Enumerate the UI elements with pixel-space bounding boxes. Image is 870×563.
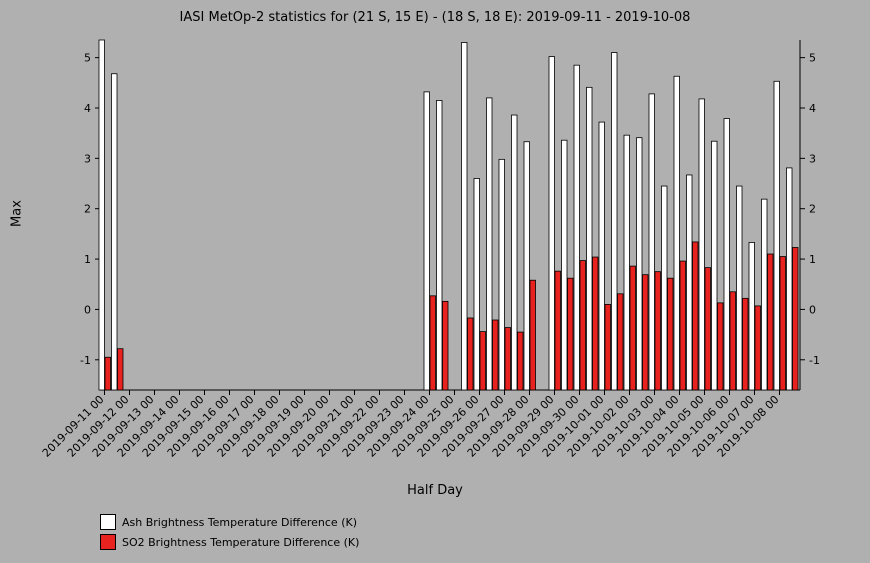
bar-ash [711, 140, 718, 391]
bar-so2 [554, 270, 561, 391]
bar-ash [648, 93, 655, 391]
y-tick-label-right: -1 [809, 354, 820, 367]
x-axis-label: Half Day [407, 483, 463, 498]
y-tick-label-left: 2 [84, 203, 91, 216]
bar-ash [473, 178, 480, 391]
bar-ash [573, 64, 580, 391]
bar-ash [98, 39, 105, 391]
y-tick-label-right: 2 [809, 203, 816, 216]
bar-so2 [792, 247, 799, 391]
y-tick-label-right: 4 [809, 102, 816, 115]
bar-ash [786, 167, 793, 391]
bar-ash [436, 100, 443, 391]
bar-so2 [667, 277, 674, 391]
legend-label-ash: Ash Brightness Temperature Difference (K… [122, 515, 357, 529]
bar-ash [736, 185, 743, 391]
bar-ash [598, 121, 605, 391]
bar-so2 [579, 260, 586, 391]
bar-ash [698, 98, 705, 391]
bar-so2 [479, 331, 486, 391]
y-tick-label-left: 3 [84, 152, 91, 165]
y-tick-label-left: 1 [84, 253, 91, 266]
legend-label-so2: SO2 Brightness Temperature Difference (K… [122, 535, 360, 549]
y-tick-label-left: -1 [80, 354, 91, 367]
bar-ash [498, 158, 505, 391]
y-tick-label-left: 4 [84, 102, 91, 115]
legend: Ash Brightness Temperature Difference (K… [100, 512, 359, 552]
legend-swatch-ash [100, 514, 116, 530]
bar-so2 [529, 279, 536, 391]
bar-so2 [704, 267, 711, 391]
y-tick-label-right: 0 [809, 303, 816, 316]
bar-ash [673, 75, 680, 391]
chart-title: IASI MetOp-2 statistics for (21 S, 15 E)… [179, 10, 691, 25]
bar-so2 [504, 327, 511, 391]
bar-ash [623, 134, 630, 391]
bar-so2 [467, 317, 474, 391]
y-tick-label-right: 5 [809, 52, 816, 65]
legend-item-ash: Ash Brightness Temperature Difference (K… [100, 512, 359, 532]
bar-ash [548, 56, 555, 391]
bar-so2 [779, 256, 786, 391]
bar-ash [686, 174, 693, 391]
bar-so2 [767, 253, 774, 391]
bar-so2 [754, 305, 761, 391]
bar-so2 [517, 331, 524, 391]
bar-ash [748, 242, 755, 391]
bar-so2 [717, 302, 724, 391]
y-tick-label-right: 3 [809, 152, 816, 165]
bar-ash [761, 198, 768, 391]
bar-so2 [679, 260, 686, 391]
bar-so2 [567, 277, 574, 391]
bar-so2 [642, 274, 649, 391]
bar-so2 [429, 295, 436, 391]
bar-so2 [492, 319, 499, 391]
bar-so2 [692, 241, 699, 391]
bar-ash [486, 97, 493, 391]
legend-item-so2: SO2 Brightness Temperature Difference (K… [100, 532, 359, 552]
bar-so2 [442, 300, 449, 391]
bar-so2 [604, 303, 611, 391]
bar-ash [511, 114, 518, 391]
bar-so2 [729, 291, 736, 391]
bar-so2 [104, 356, 111, 391]
bar-ash [661, 185, 668, 391]
bar-so2 [617, 293, 624, 391]
y-tick-label-right: 1 [809, 253, 816, 266]
bar-so2 [117, 348, 124, 391]
bar-ash [423, 91, 430, 391]
bar-ash [611, 52, 618, 391]
bar-ash [586, 86, 593, 391]
bar-ash [636, 137, 643, 391]
y-tick-label-left: 0 [84, 303, 91, 316]
bar-ash [773, 80, 780, 391]
bar-ash [561, 139, 568, 391]
bar-so2 [592, 256, 599, 391]
bar-so2 [654, 271, 661, 391]
bar-ash [723, 118, 730, 391]
y-tick-label-left: 5 [84, 52, 91, 65]
legend-swatch-so2 [100, 534, 116, 550]
bar-ash [523, 141, 530, 391]
bar-so2 [629, 265, 636, 391]
bar-so2 [742, 297, 749, 391]
bar-ash [461, 42, 468, 391]
bar-ash [111, 73, 118, 391]
